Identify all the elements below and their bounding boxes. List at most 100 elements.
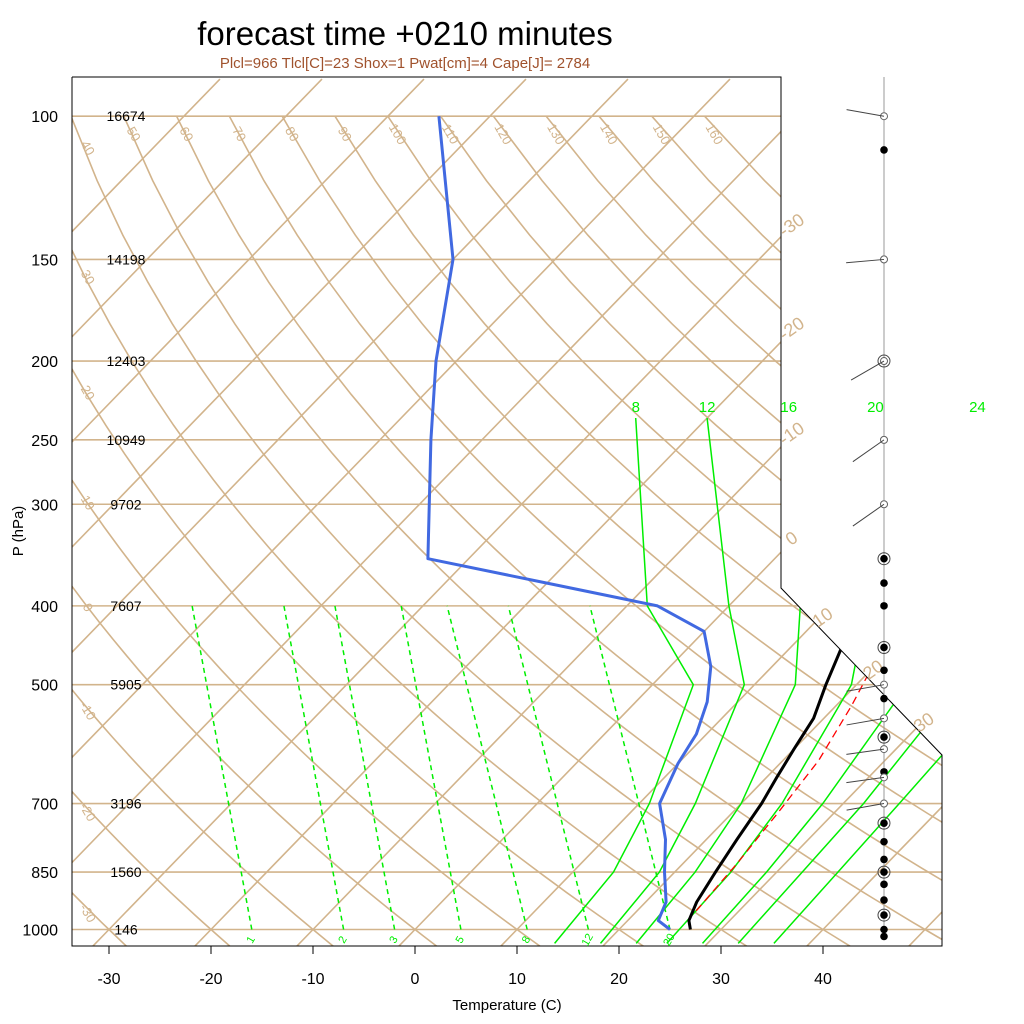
dry-adiabat-60 [175,115,942,946]
chart-subtitle: Plcl=966 Tlcl[C]=23 Shox=1 Pwat[cm]=4 Ca… [220,55,590,72]
dry-adiabat-40 [72,115,880,946]
wind-calm-ring [877,640,891,654]
x-tick-20: 20 [610,971,628,988]
dry-adiabat-label-160: 160 [703,121,727,147]
dry-adiabat-label-20: 20 [78,383,98,403]
height-label-10949: 10949 [107,432,146,448]
dry-adiabat-100 [387,115,942,946]
isotherm-10 [483,78,942,946]
dry-adiabat-10 [72,115,565,946]
wind-point [880,925,888,934]
moist-adiabat-label-16: 16 [780,399,797,416]
mixing-ratio-1 [191,605,253,930]
dry-adiabat-50 [123,115,942,946]
mixing-ratio-3 [334,605,396,930]
height-label-12403: 12403 [107,353,146,369]
mixing-ratio-label-5: 5 [454,934,467,945]
dry-adiabat--10 [72,116,356,946]
wind-point [880,855,888,864]
wind-barb [846,109,885,117]
dry-adiabat-70 [228,115,942,946]
x-axis-title: Temperature (C) [452,997,561,1014]
wind-calm-ring [877,816,891,830]
height-label-16674: 16674 [107,108,146,124]
moist-adiabat-24 [701,417,942,944]
dry-adiabat-80 [281,115,942,946]
y-tick-200: 200 [31,354,58,371]
isotherm-40 [789,78,942,946]
isotherm--30 [75,78,935,946]
wind-point [880,554,888,563]
height-label-14198: 14198 [107,251,146,267]
wind-point [880,868,888,876]
dry-adiabat-130 [545,115,942,946]
mixing-ratio-label-1: 1 [244,934,257,945]
isotherm--50 [72,78,731,946]
plot-frame [71,76,943,947]
height-label-1560: 1560 [110,864,141,880]
y-tick-400: 400 [31,599,58,616]
dry-adiabat-30 [72,115,775,946]
mixing-ratio-label-12: 12 [580,932,597,949]
y-tick-150: 150 [31,252,58,269]
wind-point [880,880,888,889]
mixing-ratio-label-2: 2 [336,934,349,945]
x-tick--20: -20 [199,971,222,988]
dewpoint-line [426,116,713,931]
mixing-ratio-label-3: 3 [387,934,400,945]
wind-calm-ring [877,865,891,879]
isotherm--10 [279,78,942,946]
y-tick-700: 700 [31,797,58,814]
height-label-3196: 3196 [110,796,141,812]
dry-adiabat-0 [72,116,460,946]
isotherm-label-30: 30 [910,708,938,736]
moist-adiabat-label-20: 20 [867,399,884,416]
dry-adiabat-label-0: 0 [80,600,97,614]
mixing-ratio-label-20: 20 [661,932,678,949]
x-tick-0: 0 [411,971,420,988]
y-tick-500: 500 [31,678,58,695]
dry-adiabat-label-40: 40 [78,138,98,158]
y-tick-250: 250 [31,433,58,450]
height-label-146: 146 [114,922,138,938]
wind-barb [846,258,885,264]
wind-point [880,602,888,610]
mixing-ratio-2 [283,605,345,930]
dry-adiabat-160 [704,115,942,946]
dry-adiabat-110 [439,115,942,946]
isotherm-label-0: 0 [782,527,802,549]
wind-point [880,768,888,776]
y-tick-1000: 1000 [22,923,58,940]
y-axis-title: P (hPa) [10,506,27,557]
y-tick-100: 100 [31,109,58,126]
moist-adiabat-label-24: 24 [969,399,986,416]
chart-title: forecast time +0210 minutes [197,15,612,52]
mixing-ratio-5 [400,605,462,930]
y-tick-850: 850 [31,865,58,882]
isotherm-label-10: 10 [809,603,837,631]
wind-point [880,694,888,703]
x-tick-40: 40 [814,971,832,988]
mixing-ratio-12 [507,605,590,930]
dry-adiabat-label--30: -30 [77,901,99,925]
isotherm--100 [72,78,221,946]
dry-adiabat-20 [72,115,670,946]
dry-adiabat-label-150: 150 [650,121,674,147]
wind-point [880,837,888,846]
wind-calm-ring [877,730,891,744]
height-label-7607: 7607 [110,598,141,614]
dry-adiabat-90 [334,115,942,946]
x-tick--30: -30 [97,971,120,988]
moist-adiabat-32 [773,417,942,944]
wind-barb [850,360,885,381]
wind-calm-ring [877,908,891,922]
dry-adiabat-label-60: 60 [176,124,196,144]
dry-adiabat-label-120: 120 [491,121,515,147]
moist-adiabat-16 [635,417,802,944]
wind-calm-ring [877,354,891,368]
wind-barb [846,684,885,692]
isobar-lines [72,115,942,931]
moist-adiabat-lines [554,417,942,944]
height-label-9702: 9702 [110,496,141,512]
